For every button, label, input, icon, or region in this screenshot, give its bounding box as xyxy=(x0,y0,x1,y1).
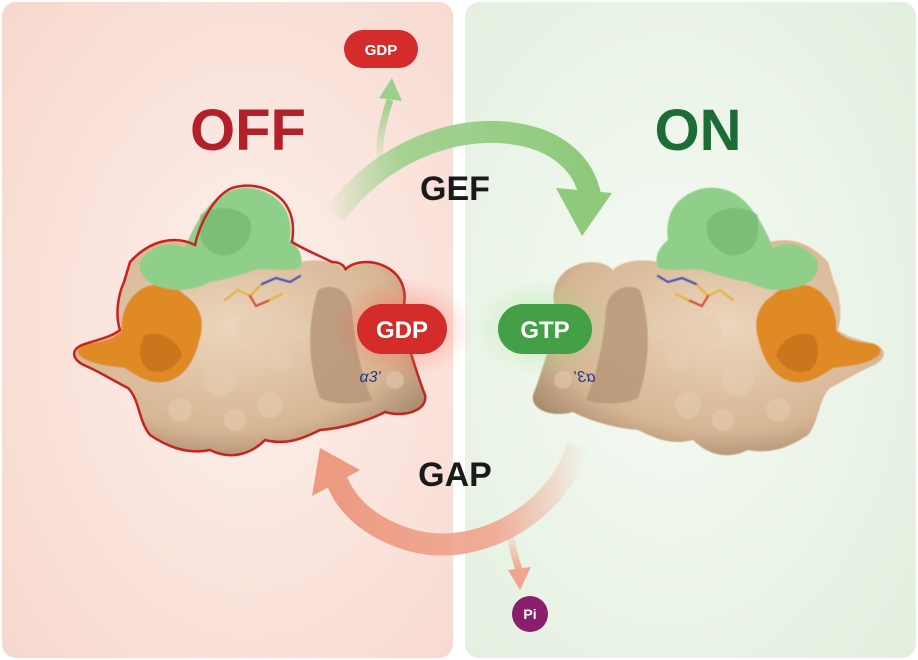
released-pi-label: Pi xyxy=(523,606,536,622)
on-state-label: ON xyxy=(655,98,742,163)
on-helix-label: α3' xyxy=(574,369,596,386)
released-pi-badge: Pi xyxy=(512,596,548,632)
released-gdp-label: GDP xyxy=(365,42,398,59)
off-bound-gdp-label: GDP xyxy=(376,317,428,344)
gef-arrowhead xyxy=(556,188,612,236)
gdp-release-arrow xyxy=(376,78,402,166)
off-state-label: OFF xyxy=(190,98,306,163)
gap-arrow xyxy=(312,441,589,556)
off-bound-gdp-pill: GDP xyxy=(332,278,472,378)
on-bound-gtp-pill: GTP xyxy=(475,278,615,378)
gef-label: GEF xyxy=(420,170,490,208)
released-gdp-pill: GDP xyxy=(344,30,418,68)
gef-arrow xyxy=(325,121,612,236)
off-protein-outline xyxy=(73,184,427,457)
gap-label: GAP xyxy=(418,456,492,494)
on-bound-gtp-label: GTP xyxy=(520,317,569,344)
gap-arrowhead xyxy=(312,448,360,496)
pi-release-arrow xyxy=(506,529,531,590)
